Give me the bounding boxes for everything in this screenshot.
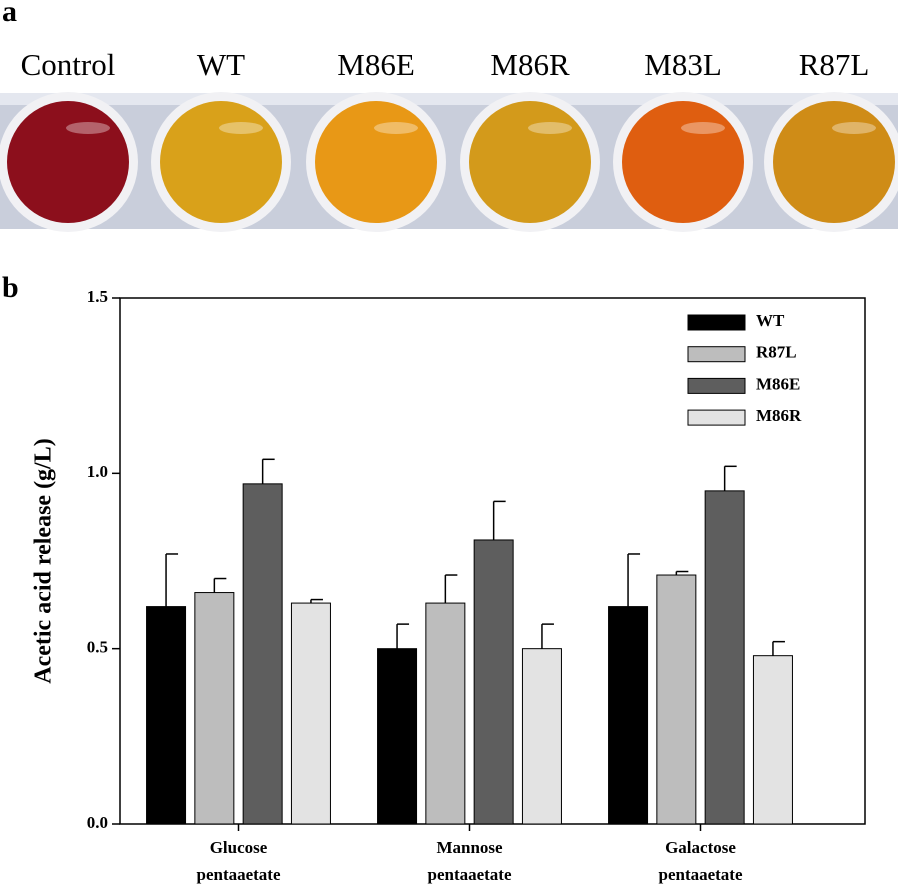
well <box>469 101 591 223</box>
well <box>773 101 895 223</box>
legend-swatch <box>687 314 746 331</box>
legend-swatch <box>687 377 746 394</box>
y-tick-label: 1.0 <box>87 462 108 481</box>
well-label: M86E <box>337 47 415 82</box>
bar <box>242 483 283 825</box>
well-shine <box>374 122 418 134</box>
well-label: Control <box>21 47 116 82</box>
y-tick-label: 0.5 <box>87 638 108 657</box>
legend-label: R87L <box>756 343 797 362</box>
panel-letter: a <box>2 0 17 28</box>
well <box>622 101 744 223</box>
well-label: R87L <box>799 47 870 82</box>
plate-edge <box>0 93 898 105</box>
legend-swatch <box>687 409 746 426</box>
well-shine <box>832 122 876 134</box>
y-axis-label: Acetic acid release (g/L) <box>31 438 57 683</box>
panel-letter: b <box>2 271 19 304</box>
y-tick-label: 0.0 <box>87 813 108 832</box>
well-shine <box>528 122 572 134</box>
well <box>315 101 437 223</box>
bar <box>146 606 187 825</box>
bar <box>656 574 697 825</box>
y-tick-label: 1.5 <box>87 287 108 306</box>
well-label: WT <box>197 47 245 82</box>
x-tick-label: Mannose pentaaetate <box>427 838 511 884</box>
well <box>160 101 282 223</box>
legend-swatch <box>687 346 746 363</box>
bar <box>194 592 235 825</box>
legend-label: M86E <box>756 374 800 393</box>
well-label: M86R <box>490 47 570 82</box>
x-tick-label: Glucose pentaaetate <box>196 838 280 884</box>
bar <box>290 602 331 825</box>
well-shine <box>681 122 725 134</box>
well <box>7 101 129 223</box>
bar <box>377 648 418 825</box>
legend-label: WT <box>756 311 785 330</box>
well-shine <box>66 122 110 134</box>
bar <box>752 655 793 825</box>
bar <box>473 539 514 825</box>
bar <box>425 602 466 825</box>
well-label: M83L <box>644 47 722 82</box>
bar <box>608 606 649 825</box>
x-tick-label: Galactose pentaaetate <box>658 838 742 884</box>
legend-label: M86R <box>756 406 802 425</box>
well-shine <box>219 122 263 134</box>
bar <box>521 648 562 825</box>
bar <box>704 490 745 825</box>
